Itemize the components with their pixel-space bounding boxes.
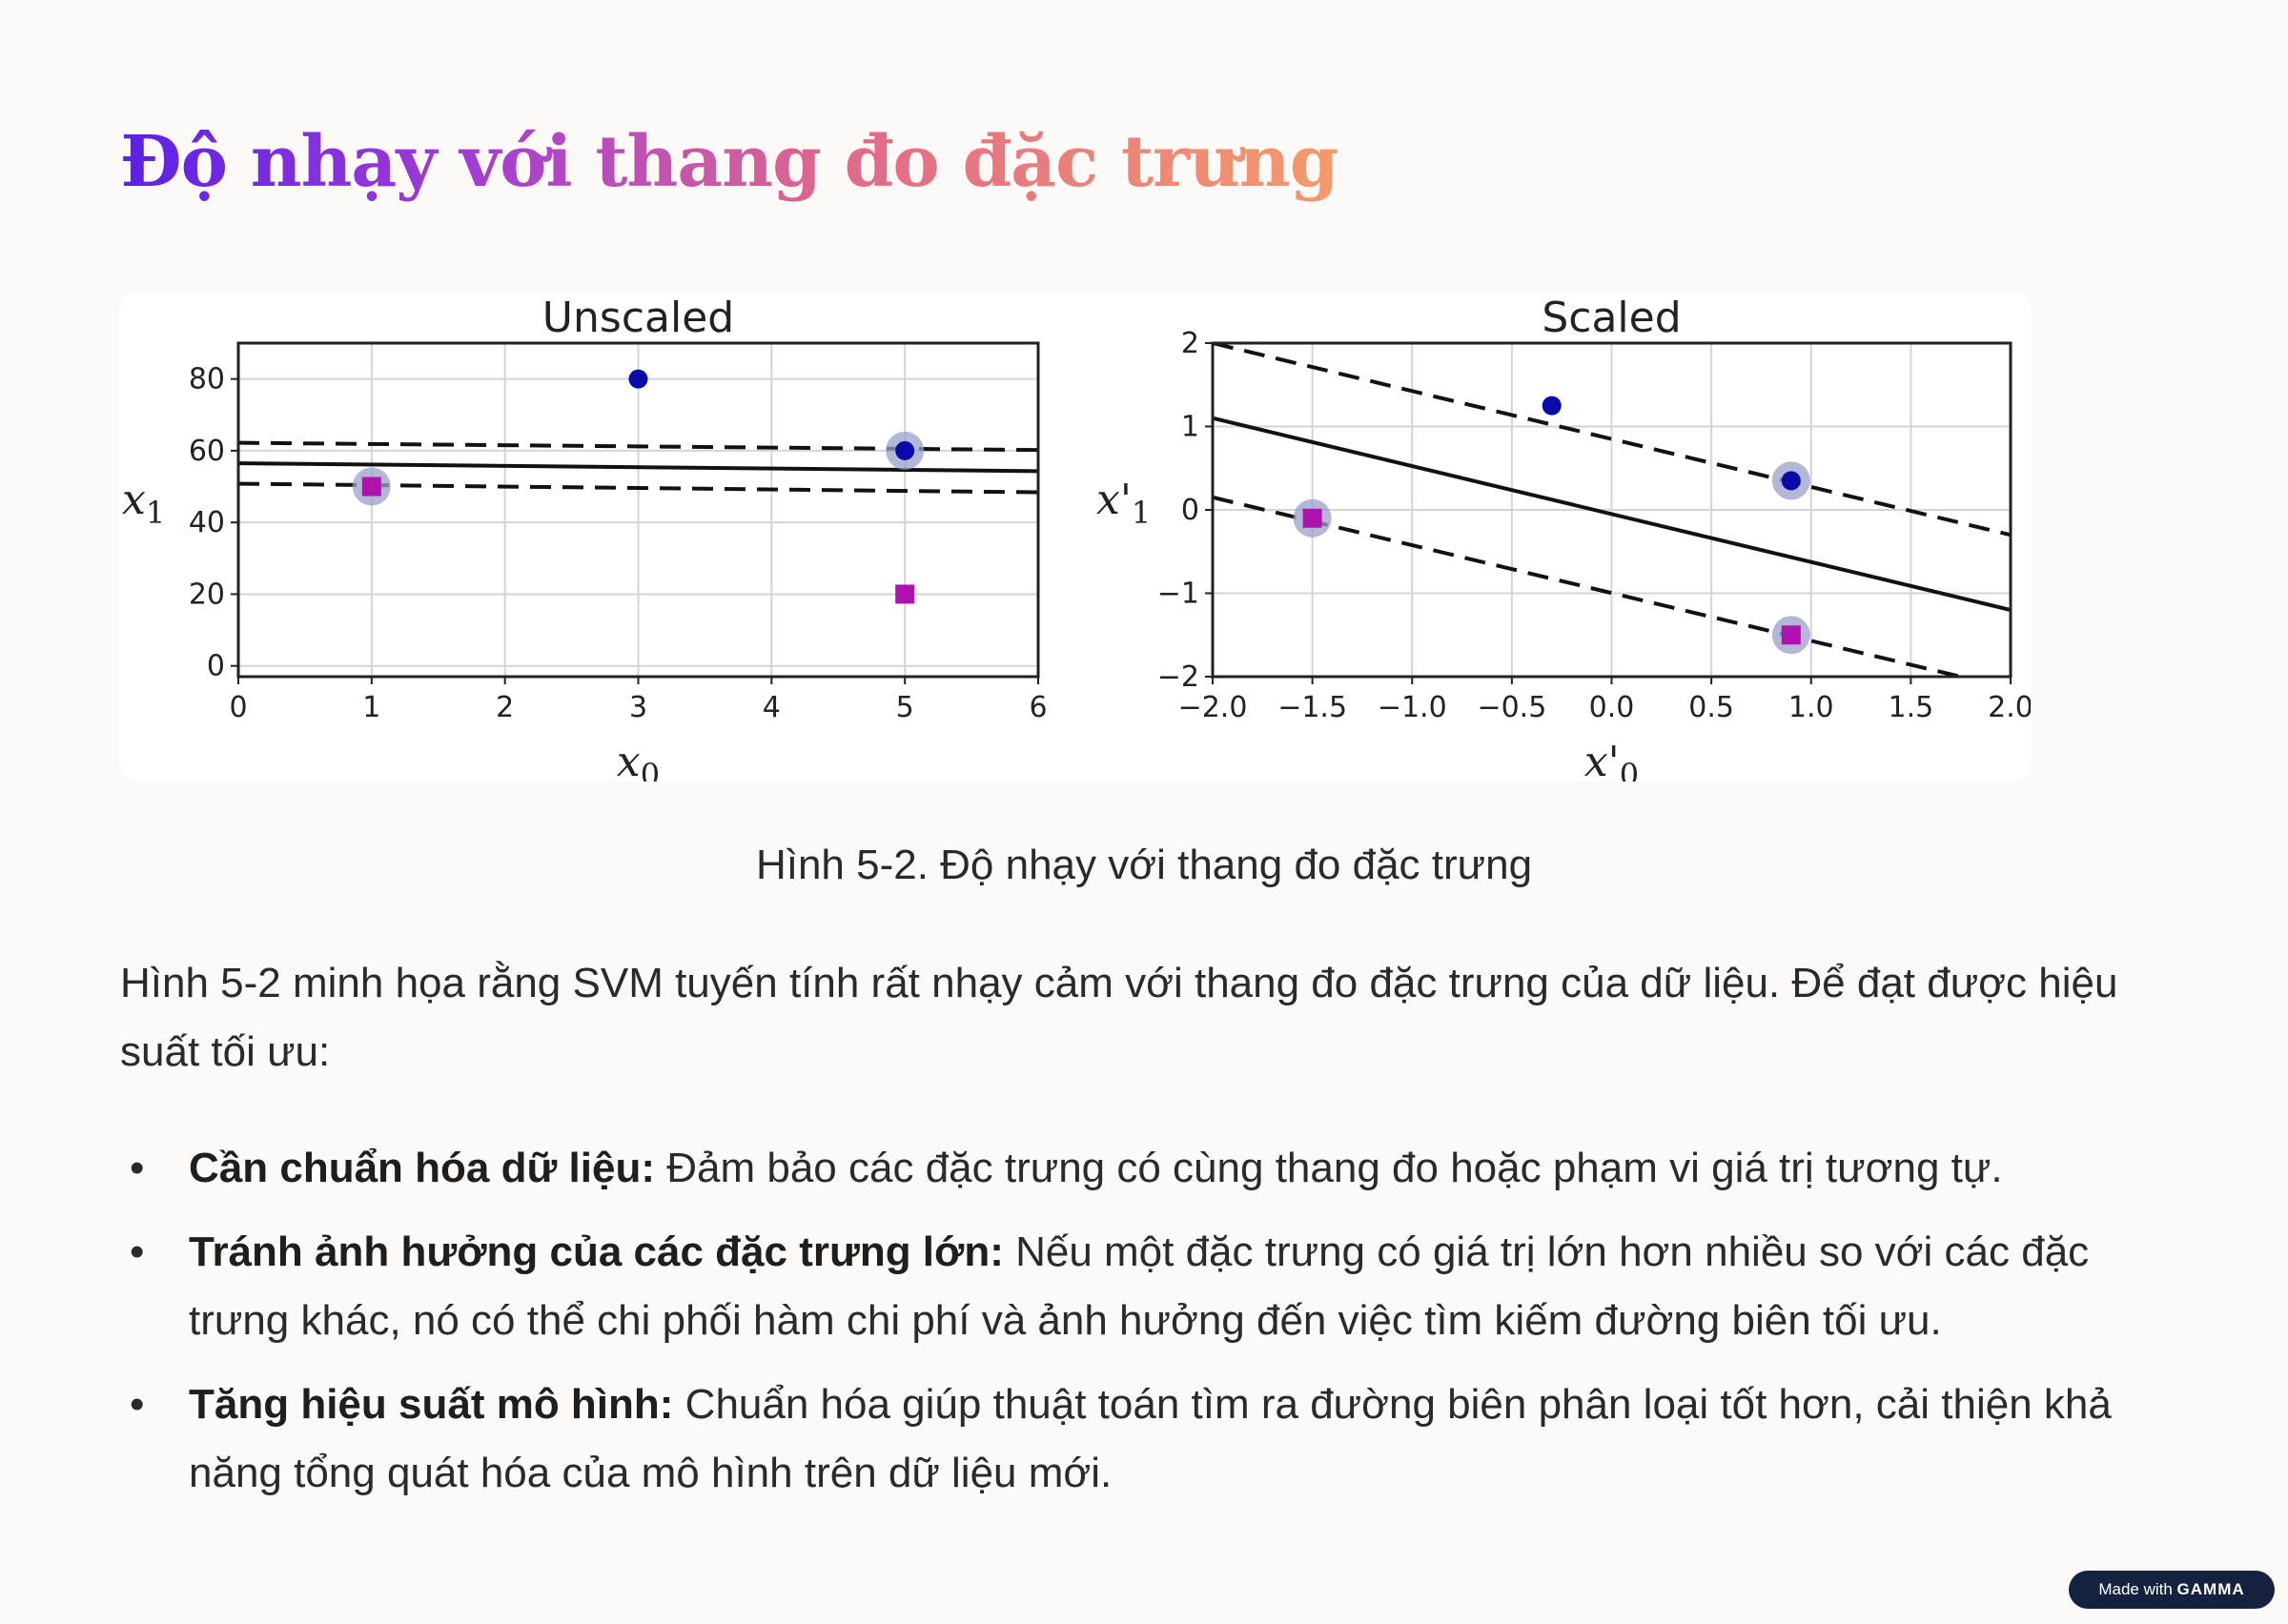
bullet-icon: • — [130, 1228, 145, 1275]
figure-card: 0 1 2 3 4 5 6 0 20 40 60 80 Unscaled x0 x1 −2.0 −1.5 −1.0… — [120, 292, 2031, 782]
x-tick-label: 1.0 — [1788, 691, 1834, 724]
x-tick-label: 1 — [362, 691, 380, 724]
x-tick-label: 2.0 — [1988, 691, 2031, 724]
negative-point — [895, 584, 915, 604]
margin-line — [1213, 343, 2011, 538]
chart-title: Scaled — [1542, 294, 1681, 342]
bullet-item: • Tránh ảnh hưởng của các đặc trưng lớn: … — [120, 1218, 2189, 1355]
page-title: Độ nhạy với thang đo đặc trưng — [120, 105, 1338, 219]
x-tick-label: 2 — [496, 691, 514, 724]
chart-title: Unscaled — [542, 294, 734, 342]
x-tick-label: 6 — [1029, 691, 1047, 724]
bullet-heading: Tăng hiệu suất mô hình: — [189, 1381, 674, 1428]
gamma-logo: GAMMA — [2176, 1580, 2245, 1598]
bullet-text: Chuẩn hóa giúp thuật toán tìm ra đường b… — [189, 1381, 2112, 1496]
x-axis-label: x'0 — [1584, 738, 1639, 782]
bullet-item: • Tăng hiệu suất mô hình: Chuẩn hóa giúp … — [120, 1370, 2189, 1508]
bullet-item: • Cần chuẩn hóa dữ liệu: Đảm bảo các đặc … — [120, 1134, 2189, 1203]
decision-lines — [1213, 343, 2011, 677]
y-tick-label: 60 — [189, 435, 225, 468]
x-tick-label: 1.5 — [1889, 691, 1934, 724]
plot-frame — [1211, 341, 2012, 679]
x-tick-label: 0.0 — [1589, 691, 1635, 724]
made-with-gamma-badge[interactable]: Made with GAMMA — [2069, 1571, 2275, 1609]
x-tick-label: 4 — [763, 691, 781, 724]
bullet-list: • Cần chuẩn hóa dữ liệu: Đảm bảo các đặc … — [120, 1134, 2189, 1523]
x-tick-label: 0 — [229, 691, 247, 724]
y-tick-label: 0 — [207, 650, 225, 683]
scaled-subplot: −2.0 −1.5 −1.0 −0.5 0.0 0.5 1.0 1.5 2.0 −2 −1 0 1 2 Sc… — [1096, 294, 2031, 782]
y-axis-label: x'1 — [1096, 476, 1151, 531]
x-tick-label: −1.5 — [1277, 691, 1347, 724]
figure-caption: Hình 5-2. Độ nhạy với thang đo đặc trưng — [755, 842, 1533, 888]
positive-point — [1542, 396, 1562, 416]
plot-frame — [236, 341, 1040, 679]
y-tick-label: −1 — [1157, 578, 1199, 611]
bullet-text: Nếu một đặc trưng có giá trị lớn hơn nhi… — [189, 1228, 2090, 1344]
y-tick-label: 80 — [189, 363, 225, 396]
decision-boundary — [1213, 416, 2011, 612]
negative-point — [1781, 625, 1801, 645]
intro-paragraph: Hình 5-2 minh họa rằng SVM tuyến tính rấ… — [120, 960, 2118, 1075]
y-tick-label: 40 — [189, 506, 225, 539]
y-tick-label: 1 — [1181, 411, 1199, 444]
y-tick-label: 0 — [1181, 494, 1199, 527]
negative-point — [361, 477, 381, 497]
positive-point — [895, 440, 915, 460]
x-tick-label: −1.0 — [1378, 691, 1447, 724]
badge-prefix: Made with — [2098, 1580, 2173, 1598]
y-tick-label: 20 — [189, 578, 225, 611]
x-tick-label: −2.0 — [1178, 691, 1248, 724]
bullet-heading: Tránh ảnh hưởng của các đặc trưng lớn: — [189, 1228, 1004, 1275]
y-tick-label: −2 — [1157, 660, 1199, 694]
x-axis-label: x0 — [617, 738, 660, 782]
bullet-heading: Cần chuẩn hóa dữ liệu: — [189, 1145, 656, 1191]
bullet-text: Đảm bảo các đặc trưng có cùng thang đo h… — [655, 1145, 2003, 1191]
x-tick-label: 0.5 — [1688, 691, 1734, 724]
y-tick-label: 2 — [1181, 327, 1199, 360]
negative-point — [1302, 508, 1322, 528]
bullet-icon: • — [130, 1145, 145, 1191]
x-tick-label: −0.5 — [1477, 691, 1546, 724]
positive-point — [628, 369, 648, 389]
x-tick-label: 5 — [896, 691, 914, 724]
positive-point — [1781, 471, 1801, 491]
bullet-icon: • — [130, 1381, 145, 1428]
decision-boundary — [238, 461, 1038, 474]
y-axis-label: x1 — [122, 476, 165, 531]
x-tick-label: 3 — [629, 691, 647, 724]
